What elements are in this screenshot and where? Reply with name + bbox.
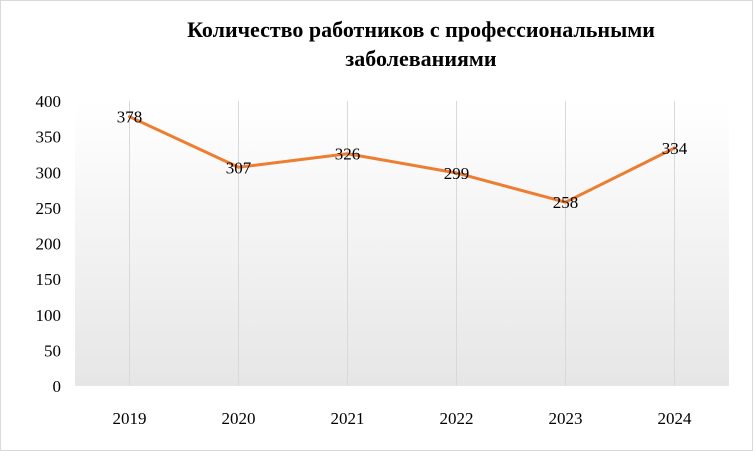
data-label: 334 [662, 139, 688, 158]
y-tick-label: 0 [53, 377, 62, 396]
chart-title: Количество работников с профессиональным… [187, 17, 655, 71]
y-tick-label: 100 [36, 306, 62, 325]
x-tick-label: 2024 [658, 409, 693, 428]
y-tick-label: 250 [36, 199, 62, 218]
y-tick-label: 350 [36, 128, 62, 147]
x-tick-label: 2021 [331, 409, 365, 428]
x-tick-label: 2019 [113, 409, 147, 428]
x-tick-label: 2023 [549, 409, 583, 428]
y-tick-label: 200 [36, 235, 62, 254]
data-label: 307 [226, 158, 252, 177]
plot-background [75, 101, 729, 386]
y-tick-label: 400 [36, 92, 62, 111]
data-label: 299 [444, 164, 470, 183]
y-tick-label: 150 [36, 270, 62, 289]
y-tick-label: 300 [36, 163, 62, 182]
data-label: 378 [117, 108, 143, 127]
y-tick-label: 50 [44, 341, 61, 360]
x-tick-label: 2020 [222, 409, 256, 428]
x-tick-label: 2022 [440, 409, 474, 428]
series-line [128, 115, 676, 204]
data-label: 326 [335, 145, 361, 164]
data-label: 258 [553, 193, 579, 212]
